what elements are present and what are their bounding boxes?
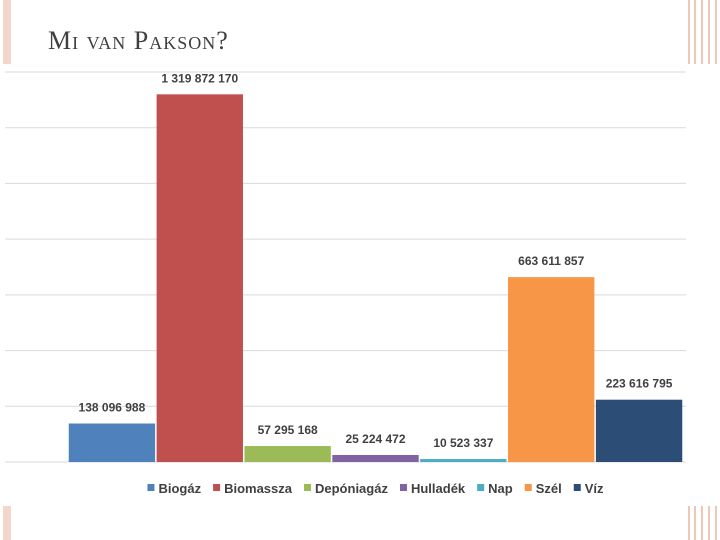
legend-entry: Biogáz bbox=[158, 481, 201, 496]
legend-marker bbox=[524, 484, 532, 491]
right-accent-line bbox=[708, 0, 710, 64]
data-label: 25 224 472 bbox=[345, 432, 405, 446]
data-labels: 138 096 988 1 319 872 170 57 295 168 25 224… bbox=[79, 71, 673, 450]
legend-marker bbox=[147, 484, 155, 491]
legend: Biogáz Biomassza Depóniagáz Hulladék Nap Szél… bbox=[147, 481, 604, 496]
data-label: 223 616 795 bbox=[606, 377, 673, 391]
right-accent-line bbox=[688, 506, 690, 540]
legend-entry: Nap bbox=[488, 481, 513, 496]
legend-entry: Biomassza bbox=[224, 481, 293, 496]
bar-biomassza bbox=[156, 94, 243, 463]
legend-marker bbox=[477, 484, 485, 491]
legend-entry: Hulladék bbox=[411, 481, 466, 496]
bars bbox=[68, 94, 683, 463]
bar-biogáz bbox=[68, 423, 156, 462]
right-accent-line bbox=[688, 0, 690, 64]
legend-entry: Depóniagáz bbox=[315, 481, 388, 496]
right-accent-line bbox=[708, 506, 710, 540]
bar-hulladék bbox=[332, 454, 419, 462]
data-label: 1 319 872 170 bbox=[161, 71, 238, 85]
right-accent-line bbox=[701, 0, 703, 64]
bar-nap bbox=[420, 459, 507, 462]
data-label: 57 295 168 bbox=[258, 423, 318, 437]
data-label: 10 523 337 bbox=[433, 436, 493, 450]
legend-marker bbox=[573, 484, 581, 491]
legend-marker bbox=[213, 484, 221, 491]
left-accent-bar-top bbox=[3, 0, 11, 64]
left-accent-bar-bottom bbox=[3, 506, 11, 540]
legend-marker bbox=[399, 484, 407, 491]
right-accent-line bbox=[701, 506, 703, 540]
slide-title: Mi van Pakson? bbox=[48, 26, 229, 55]
bar-víz bbox=[595, 399, 683, 462]
legend-entry: Víz bbox=[585, 481, 604, 496]
data-label: 138 096 988 bbox=[79, 401, 146, 415]
right-accent-line bbox=[694, 506, 696, 540]
legend-marker bbox=[304, 484, 312, 491]
bar-szél bbox=[508, 277, 595, 462]
legend-entry: Szél bbox=[536, 481, 562, 496]
right-accent-line bbox=[715, 506, 717, 540]
bar-depóniagáz bbox=[244, 446, 331, 462]
data-label: 663 611 857 bbox=[518, 254, 584, 268]
right-accent-line bbox=[715, 0, 717, 64]
right-accent-line bbox=[694, 0, 696, 64]
